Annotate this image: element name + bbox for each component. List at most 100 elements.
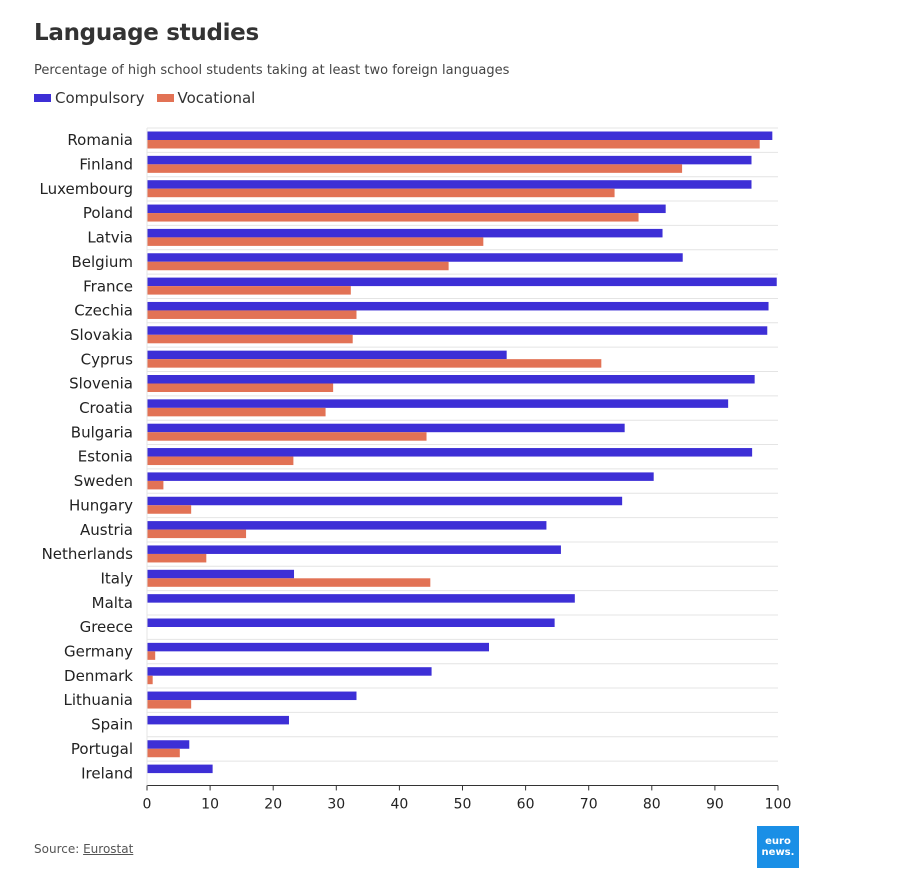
category-label: Slovenia: [69, 375, 133, 393]
bar-compulsory: [147, 253, 683, 262]
bar-compulsory: [147, 375, 755, 384]
bar-compulsory: [147, 448, 753, 457]
category-label: Greece: [80, 618, 133, 636]
bar-compulsory: [147, 496, 623, 506]
x-tick-label: 10: [201, 796, 219, 812]
bar-compulsory: [147, 472, 654, 481]
bar-vocational: [147, 261, 449, 271]
source-link[interactable]: Eurostat: [83, 842, 134, 856]
bar-vocational: [147, 505, 192, 514]
legend-swatch-compulsory: [34, 94, 51, 102]
category-label: Spain: [91, 716, 133, 734]
category-label: Cyprus: [81, 350, 134, 368]
bar-vocational: [147, 383, 334, 392]
category-label: Hungary: [69, 496, 133, 514]
chart-title: Language studies: [34, 20, 259, 46]
bar-compulsory: [147, 326, 768, 335]
category-label: Austria: [80, 521, 133, 539]
category-label: Ireland: [81, 764, 133, 782]
bar-compulsory: [147, 180, 752, 189]
category-label: Germany: [64, 643, 133, 661]
legend-item-vocational: Vocational: [156, 89, 256, 107]
bar-vocational: [147, 359, 602, 368]
bar-compulsory: [147, 277, 777, 287]
bar-vocational: [147, 334, 353, 344]
category-label: Luxembourg: [40, 180, 134, 198]
legend-swatch-vocational: [156, 94, 174, 102]
bar-compulsory: [147, 715, 289, 725]
bar-compulsory: [147, 667, 432, 676]
bar-vocational: [147, 164, 683, 173]
category-label: Slovakia: [70, 326, 133, 344]
bar-vocational: [147, 407, 326, 417]
category-label: Portugal: [71, 740, 133, 758]
x-tick-label: 20: [264, 796, 282, 812]
category-label: Latvia: [87, 229, 133, 247]
category-label: Netherlands: [42, 545, 134, 563]
legend-label-compulsory: Compulsory: [55, 89, 145, 107]
bar-compulsory: [147, 569, 295, 579]
bar-compulsory: [147, 228, 663, 238]
bar-vocational: [147, 748, 180, 758]
bar-compulsory: [147, 301, 769, 311]
bar-compulsory: [147, 740, 190, 749]
bar-vocational: [147, 700, 192, 709]
bar-vocational: [147, 140, 760, 149]
bar-compulsory: [147, 594, 575, 603]
bar-vocational: [147, 553, 207, 563]
x-tick-label: 70: [580, 796, 598, 812]
chart-subtitle: Percentage of high school students takin…: [34, 63, 510, 78]
bar-compulsory: [147, 691, 357, 701]
bar-compulsory: [147, 204, 666, 214]
bar-vocational: [147, 578, 431, 587]
category-label: Belgium: [72, 253, 134, 271]
x-tick-label: 40: [390, 796, 408, 812]
x-tick-label: 60: [517, 796, 535, 812]
bar-vocational: [147, 529, 247, 539]
bar-vocational: [147, 456, 294, 466]
source-label: Source:: [34, 842, 80, 856]
bar-compulsory: [147, 618, 555, 627]
category-label: Romania: [67, 131, 133, 149]
bar-vocational: [147, 651, 156, 660]
bar-vocational: [147, 188, 615, 198]
x-tick-label: 100: [765, 796, 792, 812]
category-label: France: [83, 277, 133, 295]
bar-vocational: [147, 310, 357, 319]
x-tick-label: 50: [454, 796, 472, 812]
legend-label-vocational: Vocational: [177, 89, 256, 107]
x-tick-label: 0: [143, 796, 152, 812]
bar-vocational: [147, 237, 484, 246]
bar-compulsory: [147, 350, 507, 360]
source-note: Source: Eurostat: [34, 842, 133, 856]
bar-vocational: [147, 480, 164, 490]
bar-vocational: [147, 286, 351, 295]
bar-compulsory: [147, 521, 547, 530]
bar-compulsory: [147, 155, 752, 165]
bar-vocational: [147, 432, 427, 441]
x-tick-label: 80: [643, 796, 661, 812]
bar-compulsory: [147, 399, 729, 408]
category-label: Bulgaria: [71, 423, 133, 441]
x-tick-label: 30: [327, 796, 345, 812]
category-label: Estonia: [78, 448, 133, 466]
bar-vocational: [147, 213, 639, 222]
category-label: Finland: [79, 156, 133, 174]
bar-compulsory: [147, 131, 773, 140]
legend-item-compulsory: Compulsory: [34, 89, 145, 107]
category-label: Czechia: [74, 302, 133, 320]
category-label: Sweden: [74, 472, 133, 490]
euronews-logo: euro news.: [757, 826, 799, 868]
x-tick-label: 90: [706, 796, 724, 812]
bar-compulsory: [147, 545, 561, 554]
bar-compulsory: [147, 423, 625, 433]
legend: Compulsory Vocational: [34, 89, 267, 107]
logo-line1: euro: [765, 836, 791, 847]
category-label: Poland: [83, 204, 133, 222]
category-label: Italy: [100, 569, 133, 587]
category-label: Denmark: [64, 667, 133, 685]
category-label: Croatia: [79, 399, 133, 417]
category-label: Malta: [92, 594, 133, 612]
bar-compulsory: [147, 642, 490, 652]
